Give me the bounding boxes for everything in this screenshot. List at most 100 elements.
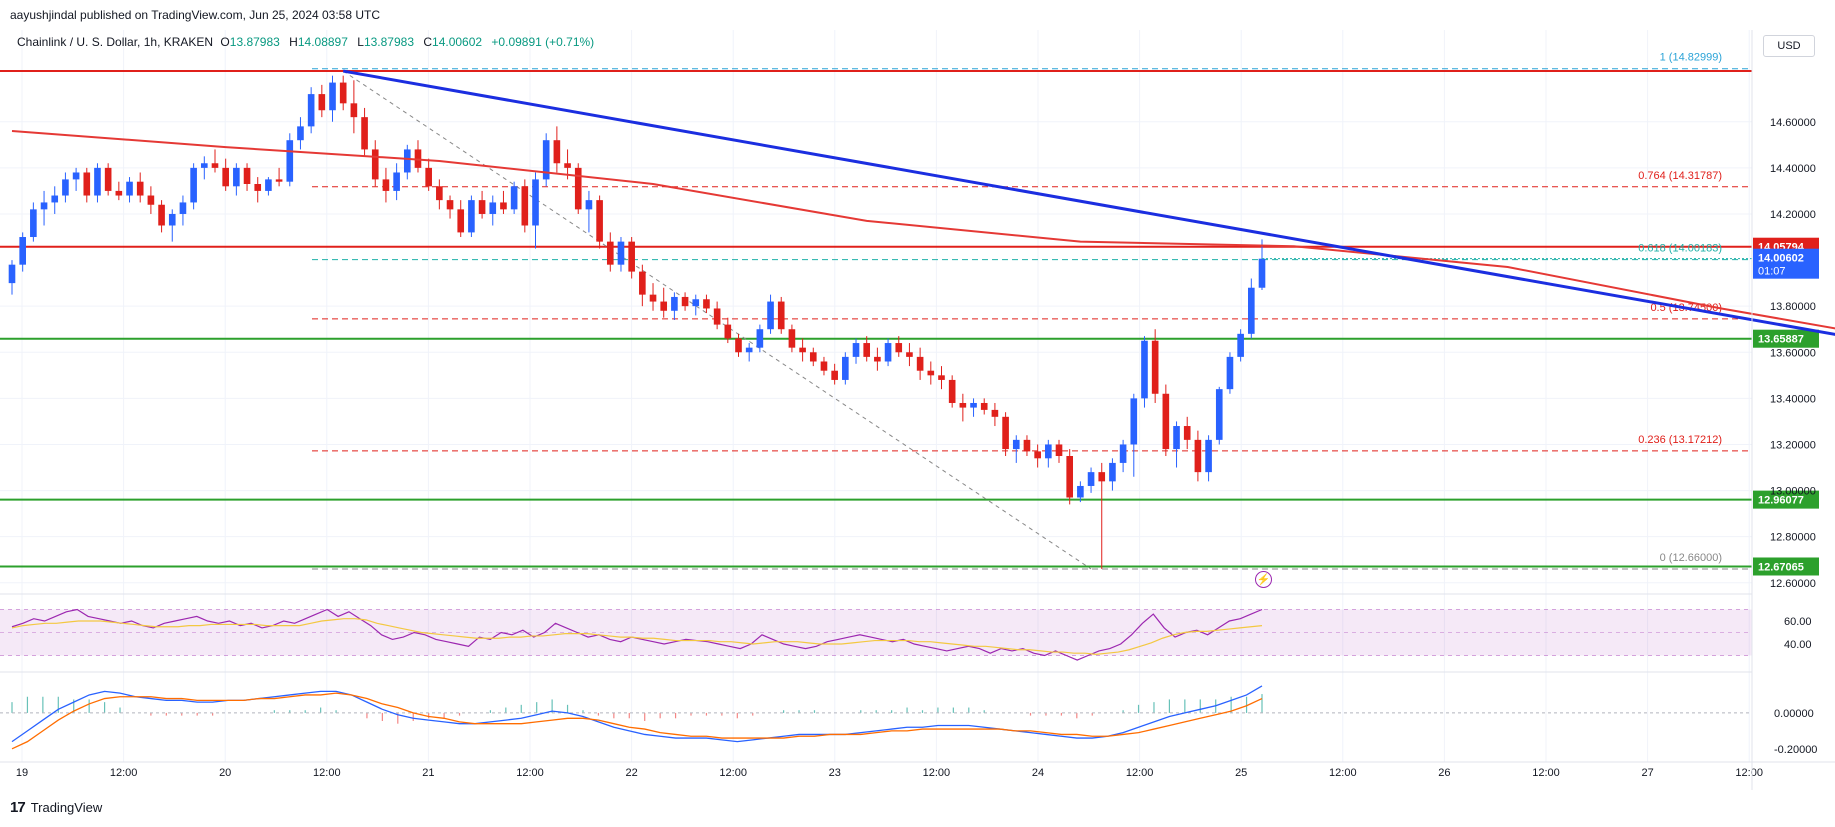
candle-body: [403, 149, 411, 173]
bearish-trendline[interactable]: [342, 69, 1835, 361]
high-key: H: [289, 35, 298, 49]
currency-button[interactable]: USD: [1763, 35, 1815, 57]
candle-body: [564, 163, 571, 168]
candle-body: [200, 163, 208, 168]
x-tick-label: 12:00: [1735, 767, 1763, 779]
open-value: 13.87983: [229, 35, 280, 49]
macd-pane: [0, 685, 1752, 750]
x-tick-label: 21: [422, 767, 434, 779]
candle-body: [1205, 439, 1212, 473]
price-tick-label: 13.40000: [1770, 393, 1816, 405]
axes: 19 12:00 20 12:00 21 12:00 22 12:00 23 12:00 24 12:…: [0, 30, 1835, 790]
candle-body: [350, 103, 358, 118]
candle-body: [158, 204, 165, 226]
candle-body: [1045, 444, 1052, 459]
price-tick-label: 14.60000: [1770, 117, 1816, 129]
price-tick-label: 13.00000: [1770, 486, 1816, 498]
fib-retracement[interactable]: 1 (14.82999) 0.764 (14.31787) 0.618 (14.00…: [312, 52, 1752, 570]
candle-body: [425, 167, 432, 187]
rsi-tick-label: 40.00: [1784, 639, 1812, 651]
high-value: 14.08897: [297, 35, 348, 49]
candle-body: [136, 181, 144, 196]
candle-body: [1109, 462, 1116, 482]
symbol-header: Chainlink / U. S. Dollar, 1h, KRAKEN O13…: [17, 35, 600, 49]
rsi-pane: [0, 608, 1752, 661]
candle-body: [104, 167, 112, 191]
candle-body: [1151, 340, 1159, 394]
macd-line: [11, 685, 1263, 743]
candle-body: [1248, 287, 1255, 334]
candle-body: [297, 126, 304, 141]
candle-body: [1002, 416, 1009, 450]
candle-body: [980, 402, 988, 410]
candle-body: [1215, 389, 1223, 440]
macd-tick-label: -0.20000: [1774, 744, 1817, 756]
candle-body: [617, 241, 625, 265]
rsi-band: [0, 609, 1752, 656]
candle-body: [628, 241, 635, 272]
candle-body: [286, 140, 294, 182]
candle-body: [1173, 426, 1180, 450]
candle-body: [1141, 340, 1148, 399]
candle-body: [703, 299, 710, 309]
signal-line: [11, 692, 1263, 750]
tradingview-brand[interactable]: 17 TradingView: [10, 799, 102, 816]
candle-body: [692, 299, 700, 307]
candle-body: [468, 200, 475, 233]
candle-body: [895, 343, 903, 353]
candle-body: [1194, 439, 1202, 473]
candle-body: [863, 343, 871, 357]
candle-body: [1162, 393, 1170, 450]
rsi-ma-line: [11, 618, 1263, 655]
price-tick-label: 14.40000: [1770, 163, 1816, 175]
candle-body: [8, 264, 16, 284]
candle-body: [767, 301, 774, 330]
candle-body: [19, 237, 26, 265]
open-key: O: [220, 35, 230, 49]
candle-body: [809, 352, 817, 362]
candle-body: [510, 186, 518, 210]
candle-body: [596, 200, 603, 242]
price-tick-label: 12.60000: [1770, 578, 1816, 590]
candle-body: [361, 117, 368, 150]
brand-name: TradingView: [30, 800, 103, 815]
x-tick-label: 23: [829, 767, 841, 779]
candle-body: [777, 301, 785, 330]
candle-body: [660, 301, 668, 311]
candle-body: [233, 167, 240, 187]
last-price-tag: [1753, 248, 1819, 279]
candle-body: [446, 200, 454, 210]
level-label: 12.67065: [1758, 561, 1804, 573]
ma-line: [11, 129, 1835, 330]
level-label: 12.96077: [1758, 495, 1804, 507]
macd-tick-label: 0.00000: [1774, 708, 1814, 720]
candle-body: [649, 294, 657, 302]
candle-body: [574, 167, 582, 210]
fib-label: 0.236 (13.17212): [1638, 434, 1722, 446]
candle-body: [671, 296, 678, 311]
x-tick-label: 12:00: [1329, 767, 1357, 779]
x-tick-label: 19: [16, 767, 28, 779]
candle-body: [1012, 439, 1020, 450]
candle-body: [724, 324, 732, 339]
rsi-tick-label: 60.00: [1784, 616, 1812, 628]
x-tick-label: 24: [1032, 767, 1044, 779]
x-tick-label: 12:00: [719, 767, 747, 779]
candles: [8, 75, 1752, 569]
lightning-icon[interactable]: ⚡: [1255, 571, 1272, 588]
x-tick-label: 12:00: [313, 767, 341, 779]
x-tick-label: 12:00: [110, 767, 138, 779]
price-tick-label: 13.20000: [1770, 439, 1816, 451]
trendline-segment: [342, 69, 1835, 336]
candle-body: [489, 202, 497, 214]
candle-body: [1130, 398, 1138, 445]
candle-body: [1087, 472, 1095, 486]
fib-label: 0.618 (14.00183): [1638, 243, 1722, 255]
candle-body: [745, 347, 753, 353]
price-tick-label: 12.80000: [1770, 532, 1816, 544]
price-tick-label: 14.20000: [1770, 209, 1816, 221]
x-tick-label: 26: [1438, 767, 1450, 779]
close-key: C: [423, 35, 433, 49]
